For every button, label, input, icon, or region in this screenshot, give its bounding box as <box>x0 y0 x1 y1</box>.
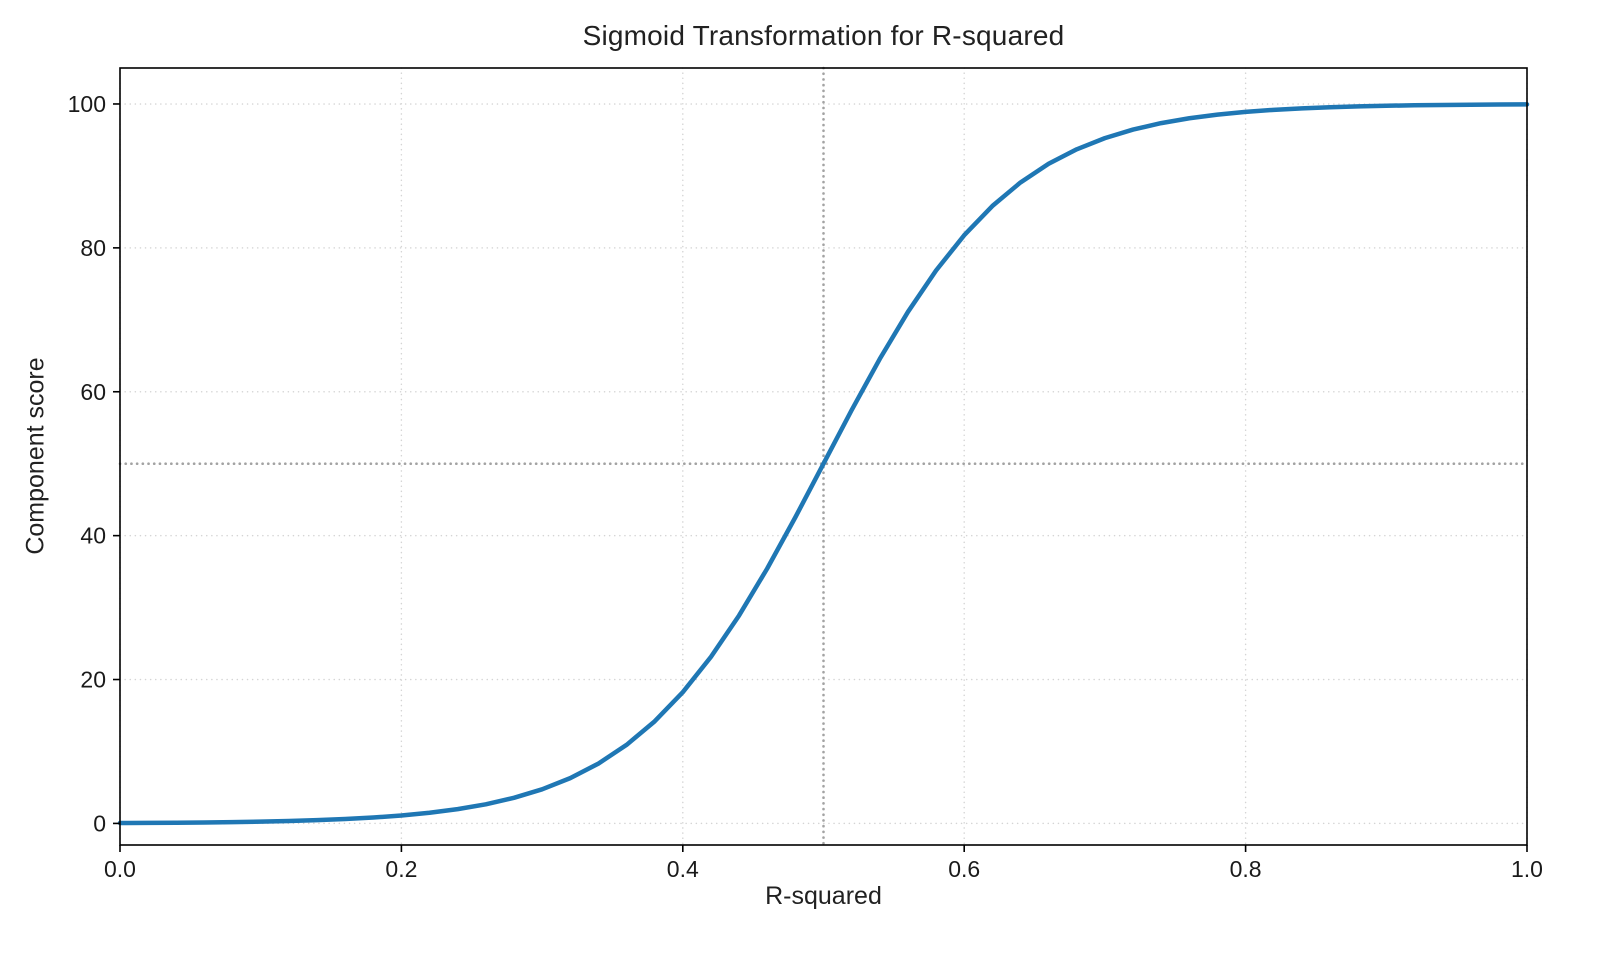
axes-box <box>119 67 1528 846</box>
x-axis-label: R-squared <box>765 882 882 910</box>
chart-title: Sigmoid Transformation for R-squared <box>582 20 1065 51</box>
x-tick-label: 0.8 <box>1230 856 1262 882</box>
y-tick-label: 80 <box>80 235 106 261</box>
x-tick-label: 0.6 <box>948 856 980 882</box>
y-tick-label: 60 <box>80 379 106 405</box>
x-tick-label: 0.4 <box>667 856 699 882</box>
sigmoid-curve <box>117 102 1530 826</box>
x-tick-label: 0.0 <box>104 856 136 882</box>
x-tick-label: 0.2 <box>385 856 417 882</box>
x-tick-label: 1.0 <box>1511 856 1543 882</box>
y-tick-label: 100 <box>68 91 106 117</box>
y-tick-label: 0 <box>93 810 106 836</box>
y-tick-label: 40 <box>80 523 106 549</box>
y-tick-label: 20 <box>80 667 106 693</box>
